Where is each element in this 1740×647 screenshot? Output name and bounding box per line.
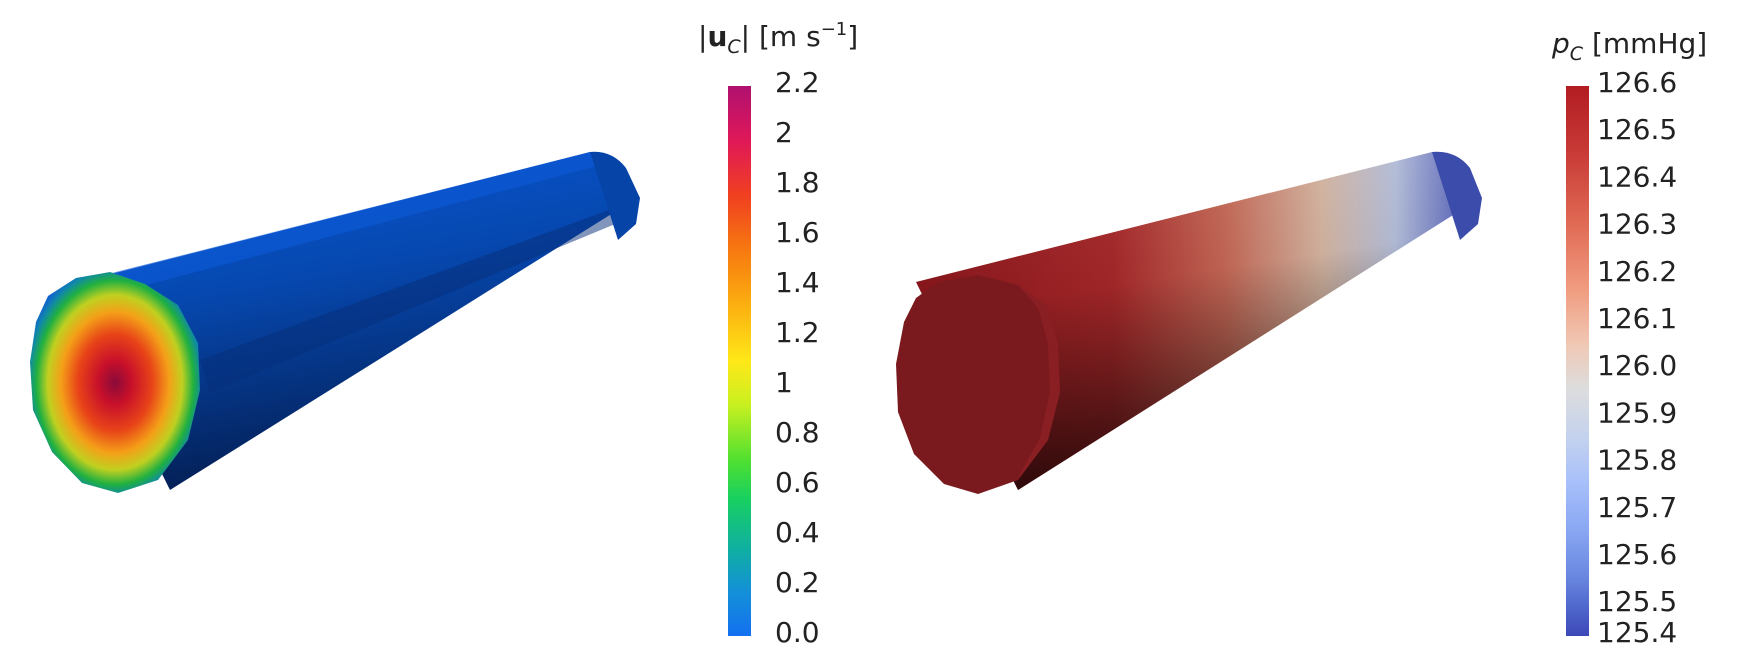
- velocity-figure: 2.2 2 1.8 1.6 1.4 1.2 1 0.8 0.6 0.4 0.2 0.0 |uC| [m…: [30, 19, 858, 647]
- pressure-colorbar-tick-label: 126.6: [1597, 66, 1677, 99]
- velocity-colorbar-tick-label: 1.4: [775, 266, 820, 299]
- pressure-colorbar-tick-label: 125.5: [1597, 585, 1677, 618]
- velocity-title: |uC| [m s−1]: [698, 19, 858, 58]
- pressure-panel: 126.6 126.5 126.4 126.3 126.2 126.1 126.0 125.9…: [870, 0, 1740, 647]
- velocity-colorbar-tick-label: 0.2: [775, 566, 820, 599]
- pressure-cylinder-far-end: [1432, 151, 1482, 240]
- pressure-colorbar-tick-label: 125.8: [1597, 444, 1677, 477]
- velocity-colorbar-tick-label: 0.6: [775, 466, 820, 499]
- velocity-colorbar-rect: [728, 86, 751, 636]
- velocity-cylinder-far-end: [590, 151, 640, 240]
- velocity-colorbar-tick-label: 1: [775, 366, 793, 399]
- velocity-colorbar-tick-label: 2.2: [775, 66, 820, 99]
- velocity-colorbar-labels: 2.2 2 1.8 1.6 1.4 1.2 1 0.8 0.6 0.4 0.2 0.0: [775, 66, 820, 647]
- velocity-colorbar-tick-label: 0.0: [775, 616, 820, 647]
- pressure-colorbar-labels: 126.6 126.5 126.4 126.3 126.2 126.1 126.0 125.9…: [1597, 66, 1677, 647]
- pressure-colorbar-tick-label: 126.2: [1597, 255, 1677, 288]
- velocity-cylinder: [30, 151, 640, 493]
- pressure-colorbar-tick-label: 125.4: [1597, 616, 1677, 647]
- pressure-cylinder: [896, 151, 1482, 494]
- pressure-colorbar-tick-label: 126.4: [1597, 160, 1677, 193]
- pressure-inlet-cap: [896, 275, 1060, 494]
- pressure-colorbar-tick-label: 126.3: [1597, 208, 1677, 241]
- pressure-colorbar-rect: [1566, 86, 1589, 636]
- velocity-colorbar-tick-label: 1.2: [775, 316, 820, 349]
- velocity-colorbar: [728, 86, 751, 636]
- pressure-title: pC [mmHg]: [1551, 27, 1707, 65]
- velocity-colorbar-tick-label: 0.8: [775, 416, 820, 449]
- velocity-colorbar-tick-label: 0.4: [775, 516, 820, 549]
- velocity-colorbar-tick-label: 1.6: [775, 216, 820, 249]
- velocity-panel: 2.2 2 1.8 1.6 1.4 1.2 1 0.8 0.6 0.4 0.2 0.0 |uC| [m…: [30, 19, 858, 647]
- pressure-colorbar-tick-label: 126.0: [1597, 349, 1677, 382]
- velocity-colorbar-tick-label: 1.8: [775, 166, 820, 199]
- pressure-colorbar-tick-label: 126.1: [1597, 302, 1677, 335]
- pressure-colorbar-tick-label: 125.6: [1597, 538, 1677, 571]
- pressure-colorbar: [1566, 86, 1589, 636]
- pressure-colorbar-tick-label: 125.9: [1597, 396, 1677, 429]
- velocity-inlet-cap: [30, 272, 200, 493]
- pressure-figure: 126.6 126.5 126.4 126.3 126.2 126.1 126.0 125.9…: [896, 27, 1707, 647]
- pressure-colorbar-tick-label: 126.5: [1597, 113, 1677, 146]
- velocity-colorbar-tick-label: 2: [775, 116, 793, 149]
- pressure-colorbar-tick-label: 125.7: [1597, 491, 1677, 524]
